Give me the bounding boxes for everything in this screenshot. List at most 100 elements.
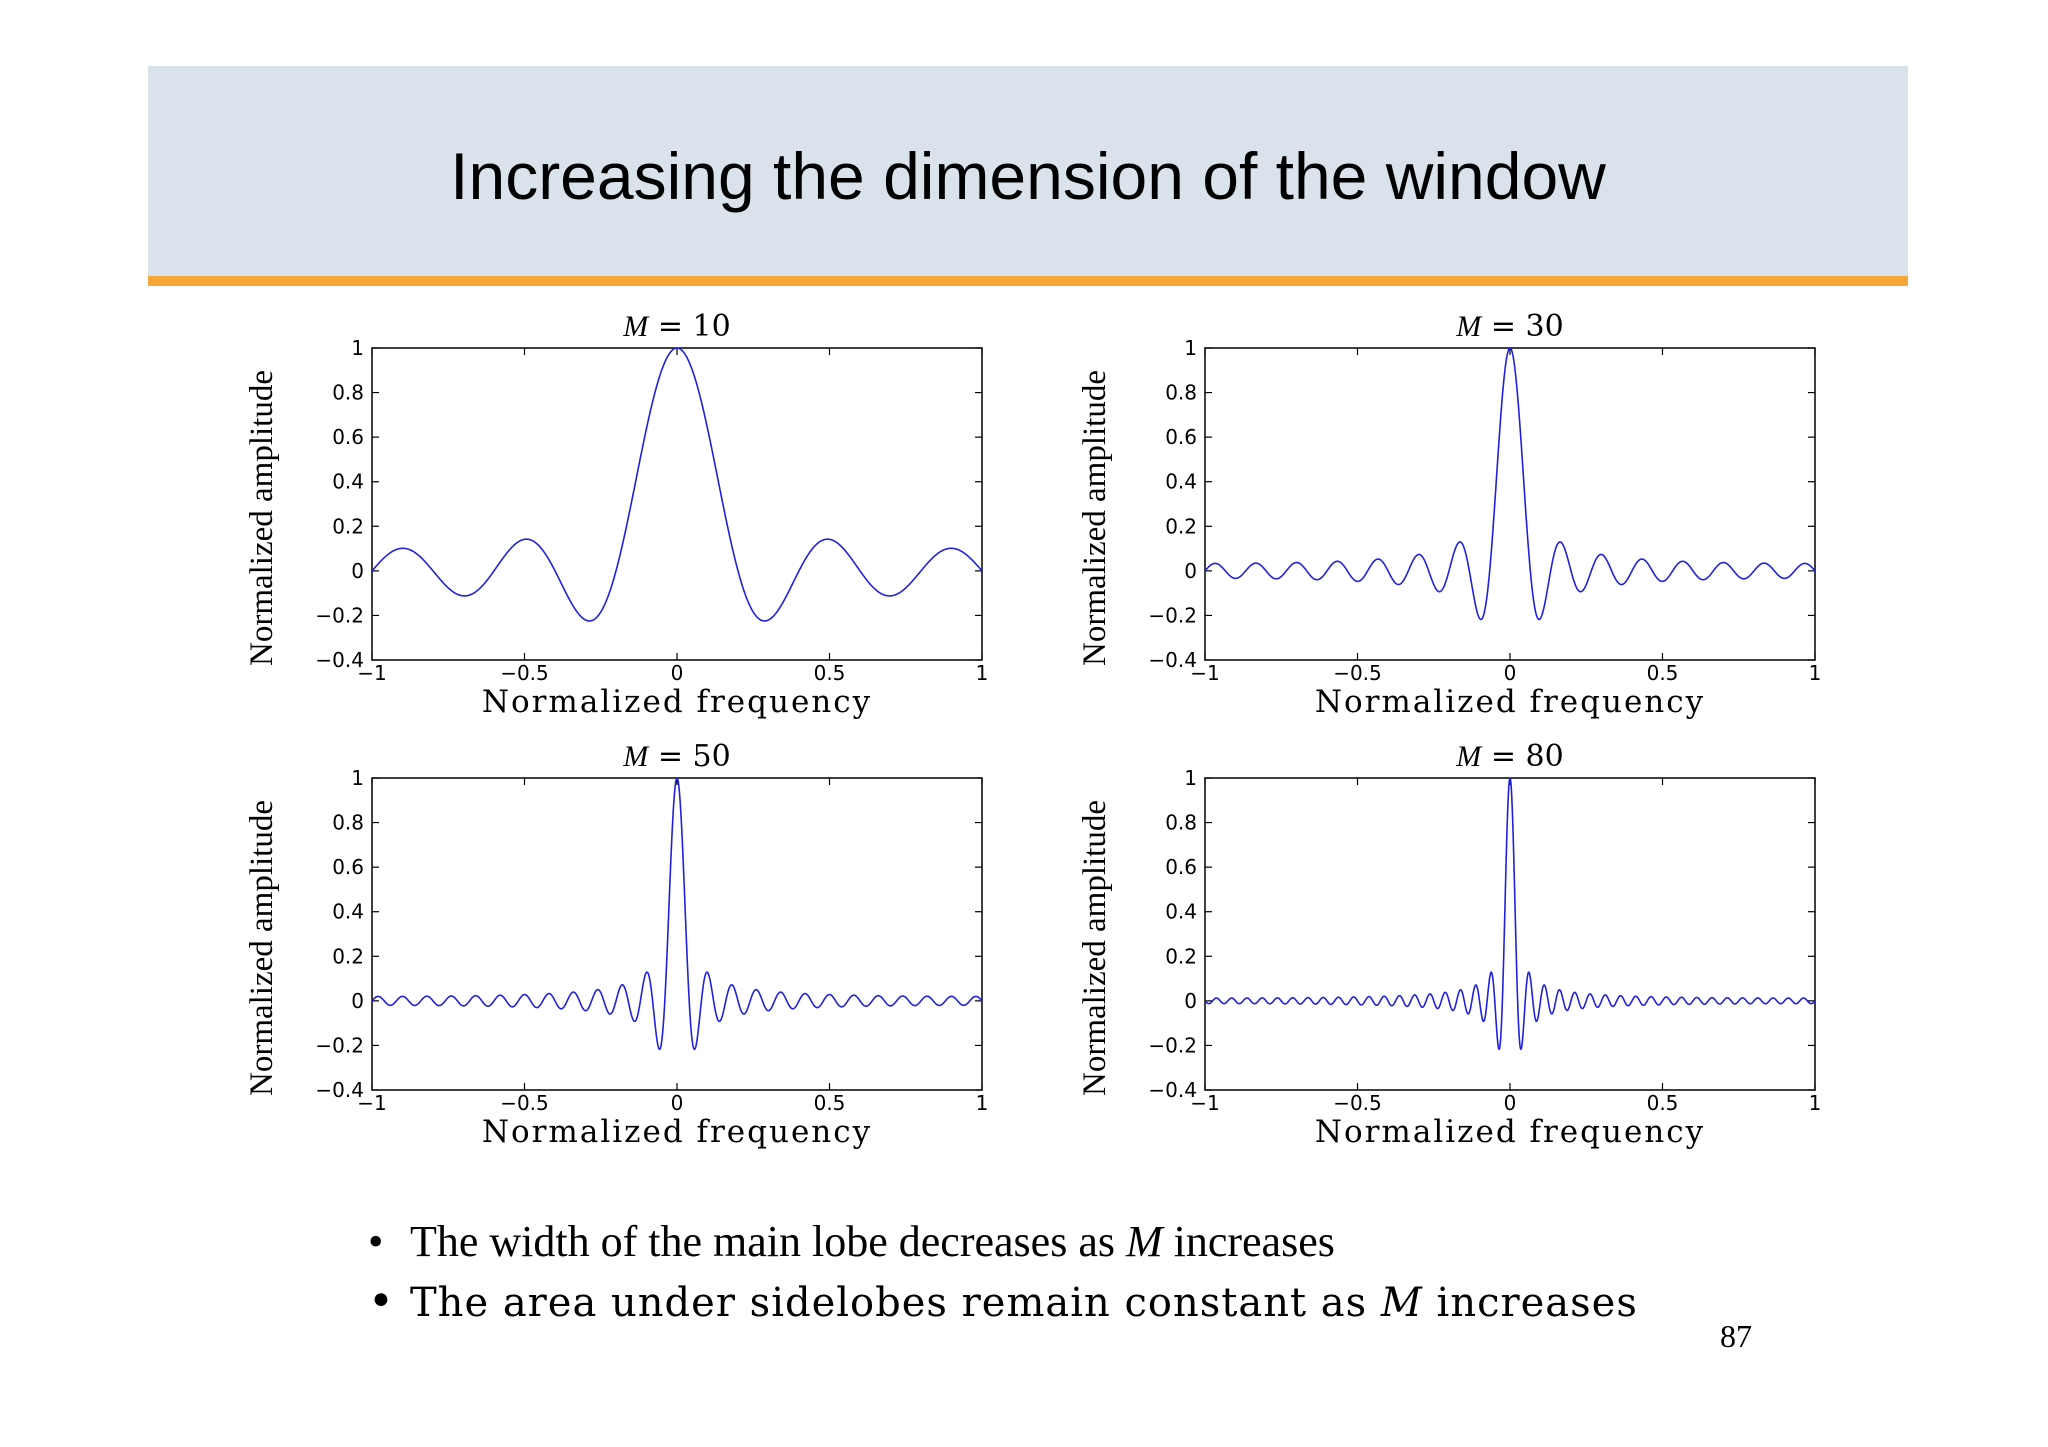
chart-title-variable: M <box>622 310 650 343</box>
y-tick-label: 1 <box>351 766 364 790</box>
x-tick-label: 1 <box>1809 661 1822 685</box>
y-tick-label: 0.8 <box>332 381 364 405</box>
y-tick-label: −0.2 <box>315 603 364 627</box>
y-tick-label: 1 <box>1184 336 1197 360</box>
title-banner <box>148 66 1908 276</box>
bullet-item-2: • The area under sidelobes remain constan… <box>368 1272 1638 1332</box>
x-tick-label: −1 <box>357 661 386 685</box>
chart-panel: −0.4 −0.2 0 0.2 0.4 0.6 0.8 1 −1 −0.5 0 0.5 1 Normali… <box>1077 739 1821 1150</box>
x-tick-label: 0 <box>1504 661 1517 685</box>
chart-title-value: = 80 <box>1481 739 1563 774</box>
x-tick-label: 0.5 <box>1647 661 1679 685</box>
plot-frame <box>371 777 983 1091</box>
y-tick-label: 0.4 <box>332 900 364 924</box>
plot-frame <box>1204 347 1816 661</box>
chart-title-value: = 50 <box>648 739 730 774</box>
y-tick-label: 0.8 <box>1165 811 1197 835</box>
y-tick-label: −0.4 <box>315 1078 364 1102</box>
x-tick-label: 1 <box>976 661 989 685</box>
x-tick-label: 0.5 <box>1647 1091 1679 1115</box>
y-tick-label: 0.6 <box>332 855 364 879</box>
y-axis-label: Normalized amplitude <box>1077 800 1113 1096</box>
chart-panel: −0.4 −0.2 0 0.2 0.4 0.6 0.8 1 −1 −0.5 0 0.5 1 Normali… <box>244 309 988 720</box>
amplitude-curve <box>371 347 983 622</box>
x-axis-label: Normalized frequency <box>1315 1114 1705 1150</box>
chart-title-variable: M <box>1455 740 1483 773</box>
plot-frame <box>371 347 983 661</box>
bullet-variable: M <box>1380 1280 1423 1326</box>
chart-title-variable: M <box>622 740 650 773</box>
x-tick-label: 1 <box>1809 1091 1822 1115</box>
bullet-item-1: • The width of the main lobe decreases as… <box>368 1212 1638 1272</box>
x-tick-label: 1 <box>976 1091 989 1115</box>
y-axis-label: Normalized amplitude <box>244 800 280 1096</box>
x-axis-label: Normalized frequency <box>1315 684 1705 720</box>
chart-title: M = 80 <box>1455 739 1563 774</box>
y-tick-label: 0.2 <box>1165 944 1197 968</box>
chart-title-value: = 30 <box>1481 309 1563 344</box>
bullet-variable: M <box>1125 1217 1163 1266</box>
x-tick-label: −1 <box>1190 1091 1219 1115</box>
bullet-dot: • <box>368 1276 395 1327</box>
y-tick-label: −0.2 <box>1148 1033 1197 1057</box>
y-tick-label: 0.6 <box>332 425 364 449</box>
x-tick-label: 0 <box>671 661 684 685</box>
chart-panel: −0.4 −0.2 0 0.2 0.4 0.6 0.8 1 −1 −0.5 0 0.5 1 Normali… <box>244 739 988 1150</box>
slide-title: Increasing the dimension of the window <box>450 139 1606 213</box>
bullet-dot: • <box>368 1217 384 1266</box>
y-axis-label: Normalized amplitude <box>244 370 280 666</box>
bullet-text-end: increases <box>1422 1280 1638 1326</box>
x-tick-label: 0.5 <box>814 1091 846 1115</box>
x-tick-label: −0.5 <box>500 1091 549 1115</box>
chart-title: M = 10 <box>622 309 730 344</box>
amplitude-curve <box>1204 776 1816 1051</box>
x-tick-label: −0.5 <box>500 661 549 685</box>
bullet-text: The area under sidelobes remain constant… <box>410 1280 1381 1326</box>
plot-frame <box>1204 777 1816 1091</box>
title-underline <box>148 276 1908 286</box>
x-tick-label: −0.5 <box>1333 1091 1382 1115</box>
y-tick-label: 0 <box>1184 559 1197 583</box>
x-tick-label: 0 <box>1504 1091 1517 1115</box>
y-tick-label: 0 <box>351 989 364 1013</box>
y-tick-label: −0.4 <box>1148 1078 1197 1102</box>
page-number: 87 <box>1720 1318 1752 1354</box>
x-tick-label: −0.5 <box>1333 661 1382 685</box>
y-tick-label: 1 <box>1184 766 1197 790</box>
y-tick-label: 0.4 <box>1165 470 1197 494</box>
y-tick-label: 0.2 <box>332 944 364 968</box>
y-tick-label: 0.4 <box>1165 900 1197 924</box>
y-tick-label: 0.6 <box>1165 855 1197 879</box>
y-tick-label: −0.2 <box>315 1033 364 1057</box>
bullet-text: The width of the main lobe decreases as <box>410 1217 1126 1266</box>
x-tick-label: −1 <box>1190 661 1219 685</box>
bullet-list: • The width of the main lobe decreases as… <box>368 1212 1638 1332</box>
bullet-text-end: increases <box>1162 1217 1335 1266</box>
y-tick-label: 0.2 <box>1165 514 1197 538</box>
y-tick-label: 0.2 <box>332 514 364 538</box>
y-tick-label: 0 <box>1184 989 1197 1013</box>
y-tick-label: 0.8 <box>1165 381 1197 405</box>
chart-title: M = 30 <box>1455 309 1563 344</box>
y-axis-label: Normalized amplitude <box>1077 370 1113 666</box>
chart-title-variable: M <box>1455 310 1483 343</box>
amplitude-curve <box>1204 347 1816 621</box>
y-tick-label: −0.2 <box>1148 603 1197 627</box>
y-tick-label: −0.4 <box>315 648 364 672</box>
y-tick-label: 0 <box>351 559 364 583</box>
amplitude-curve <box>371 777 983 1051</box>
chart-title-value: = 10 <box>648 309 730 344</box>
y-tick-label: −0.4 <box>1148 648 1197 672</box>
y-tick-label: 0.6 <box>1165 425 1197 449</box>
x-tick-label: −1 <box>357 1091 386 1115</box>
x-axis-label: Normalized frequency <box>482 1114 872 1150</box>
y-tick-label: 0.8 <box>332 811 364 835</box>
x-tick-label: 0.5 <box>814 661 846 685</box>
chart-panel: −0.4 −0.2 0 0.2 0.4 0.6 0.8 1 −1 −0.5 0 0.5 1 Normali… <box>1077 309 1821 720</box>
chart-title: M = 50 <box>622 739 730 774</box>
y-tick-label: 1 <box>351 336 364 360</box>
x-axis-label: Normalized frequency <box>482 684 872 720</box>
y-tick-label: 0.4 <box>332 470 364 494</box>
x-tick-label: 0 <box>671 1091 684 1115</box>
